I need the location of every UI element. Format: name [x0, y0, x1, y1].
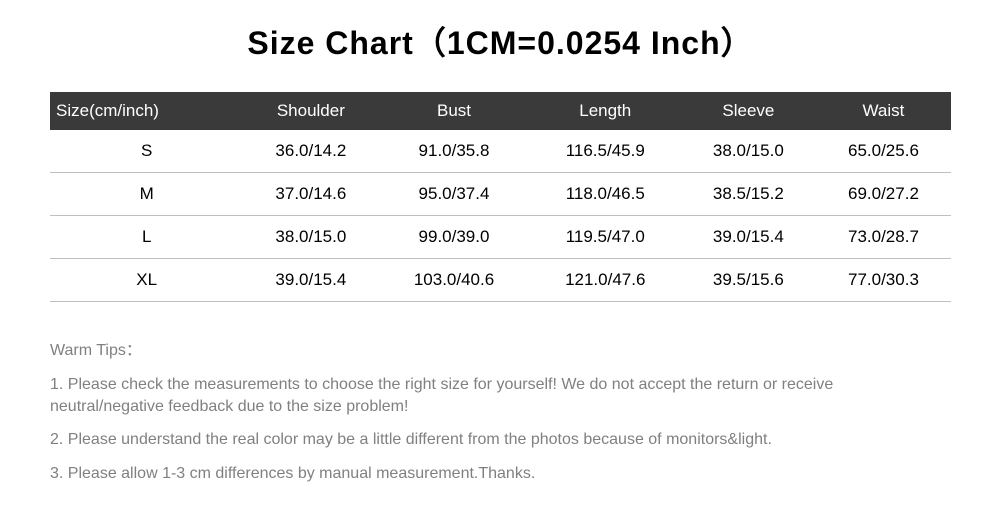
tip-item: 3. Please allow 1-3 cm differences by ma… — [50, 463, 951, 485]
table-header-row: Size(cm/inch) Shoulder Bust Length Sleev… — [50, 92, 951, 130]
cell-shoulder: 38.0/15.0 — [243, 216, 378, 259]
page-title: Size Chart（1CM=0.0254 Inch） — [0, 0, 1001, 92]
warm-tips: Warm Tips： 1. Please check the measureme… — [50, 336, 951, 484]
cell-size: M — [50, 173, 243, 216]
cell-shoulder: 37.0/14.6 — [243, 173, 378, 216]
col-header-shoulder: Shoulder — [243, 92, 378, 130]
size-table: Size(cm/inch) Shoulder Bust Length Sleev… — [50, 92, 951, 302]
cell-sleeve: 39.5/15.6 — [681, 259, 816, 302]
tips-list: 1. Please check the measurements to choo… — [50, 374, 951, 484]
cell-waist: 65.0/25.6 — [816, 130, 951, 173]
col-header-bust: Bust — [378, 92, 529, 130]
col-header-length: Length — [530, 92, 681, 130]
table-row: M 37.0/14.6 95.0/37.4 118.0/46.5 38.5/15… — [50, 173, 951, 216]
cell-sleeve: 38.0/15.0 — [681, 130, 816, 173]
col-header-size: Size(cm/inch) — [50, 92, 243, 130]
cell-shoulder: 36.0/14.2 — [243, 130, 378, 173]
table-row: L 38.0/15.0 99.0/39.0 119.5/47.0 39.0/15… — [50, 216, 951, 259]
tip-item: 2. Please understand the real color may … — [50, 429, 951, 451]
cell-size: L — [50, 216, 243, 259]
cell-size: XL — [50, 259, 243, 302]
table-row: XL 39.0/15.4 103.0/40.6 121.0/47.6 39.5/… — [50, 259, 951, 302]
cell-bust: 99.0/39.0 — [378, 216, 529, 259]
col-header-sleeve: Sleeve — [681, 92, 816, 130]
tip-item: 1. Please check the measurements to choo… — [50, 374, 951, 417]
size-table-body: S 36.0/14.2 91.0/35.8 116.5/45.9 38.0/15… — [50, 130, 951, 302]
cell-length: 118.0/46.5 — [530, 173, 681, 216]
cell-length: 116.5/45.9 — [530, 130, 681, 173]
cell-bust: 95.0/37.4 — [378, 173, 529, 216]
cell-waist: 69.0/27.2 — [816, 173, 951, 216]
cell-length: 119.5/47.0 — [530, 216, 681, 259]
table-row: S 36.0/14.2 91.0/35.8 116.5/45.9 38.0/15… — [50, 130, 951, 173]
tips-heading: Warm Tips： — [50, 336, 951, 360]
size-table-container: Size(cm/inch) Shoulder Bust Length Sleev… — [50, 92, 951, 302]
cell-length: 121.0/47.6 — [530, 259, 681, 302]
cell-sleeve: 38.5/15.2 — [681, 173, 816, 216]
cell-size: S — [50, 130, 243, 173]
cell-waist: 77.0/30.3 — [816, 259, 951, 302]
cell-bust: 103.0/40.6 — [378, 259, 529, 302]
cell-waist: 73.0/28.7 — [816, 216, 951, 259]
cell-bust: 91.0/35.8 — [378, 130, 529, 173]
cell-sleeve: 39.0/15.4 — [681, 216, 816, 259]
cell-shoulder: 39.0/15.4 — [243, 259, 378, 302]
col-header-waist: Waist — [816, 92, 951, 130]
